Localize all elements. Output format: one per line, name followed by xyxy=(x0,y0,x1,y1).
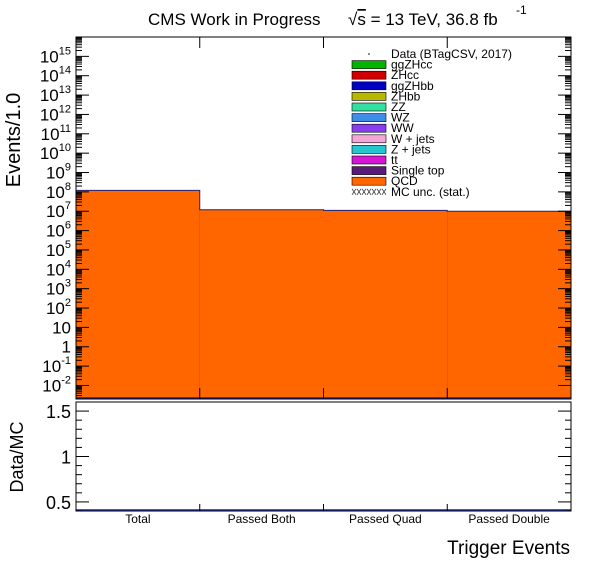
legend-swatch xyxy=(351,123,387,133)
legend-label: ggZHcc xyxy=(391,58,432,72)
legend-label: ZHbb xyxy=(391,89,421,103)
y-tick-label: 1013 xyxy=(40,84,71,105)
hatch-line xyxy=(361,188,367,196)
y-tick-label: 10-2 xyxy=(42,374,71,395)
hatch-line xyxy=(366,188,372,196)
ratio-y-axis-title: Data/MC xyxy=(7,421,27,492)
legend-swatch xyxy=(351,92,387,101)
legend: Data (BTagCSV, 2017)ggZHccZHccggZHbbZHbb… xyxy=(351,47,512,199)
experiment-label: CMS Work in Progress xyxy=(148,10,321,29)
legend-label: MC unc. (stat.) xyxy=(391,185,470,199)
legend-swatch xyxy=(351,134,387,144)
legend-swatch xyxy=(351,113,387,122)
y-axis-title: Events/1.0 xyxy=(3,93,25,188)
x-category-label: Total xyxy=(125,512,150,526)
legend-swatch xyxy=(351,70,387,80)
energy-label: √s = 13 TeV, 36.8 fb xyxy=(348,10,498,29)
main-panel: 10-210-111010210310410510610710810910101… xyxy=(40,36,572,400)
ratio-tick-label: 1.5 xyxy=(46,402,71,422)
legend-label: ZZ xyxy=(391,100,406,114)
y-tick-label: 107 xyxy=(46,200,71,221)
legend-uncertainty-swatch xyxy=(351,188,387,196)
y-tick-label: 102 xyxy=(46,297,71,318)
y-tick-label: 103 xyxy=(46,278,71,299)
y-tick-label: 105 xyxy=(46,239,71,260)
legend-label: Data (BTagCSV, 2017) xyxy=(391,47,512,61)
legend-label: tt xyxy=(391,153,398,167)
legend-label: WW xyxy=(391,121,414,135)
x-category-label: Passed Double xyxy=(468,512,550,526)
y-tick-label: 108 xyxy=(46,181,71,202)
hatch-line xyxy=(371,188,377,196)
y-tick-label: 1011 xyxy=(41,123,71,144)
ratio-panel: 0.5 1 1.5 Total Passed Both Passed Quad Passed… xyxy=(46,401,572,526)
legend-data-marker xyxy=(368,53,370,55)
hatch-line xyxy=(351,188,357,196)
y-tick-label: 1012 xyxy=(40,103,71,124)
ratio-tick-label: 1 xyxy=(61,448,71,468)
bar-qcd-3 xyxy=(447,211,571,399)
bar-qcd-2 xyxy=(323,210,448,399)
legend-label: QCD xyxy=(391,174,418,188)
legend-swatch xyxy=(351,166,387,175)
mc-total-outline xyxy=(76,189,571,212)
legend-swatch xyxy=(351,102,387,112)
y-tick-label: 10 xyxy=(52,318,71,337)
y-tick-label: 1015 xyxy=(40,45,71,66)
legend-label: ZHcc xyxy=(391,68,419,82)
y-tick-label: 1010 xyxy=(40,142,71,163)
energy-sqrt-symbol: √ xyxy=(348,10,358,29)
energy-prefix: s xyxy=(357,10,366,29)
y-tick-label: 104 xyxy=(46,258,71,279)
legend-label: Single top xyxy=(391,164,445,178)
ratio-tick-label: 0.5 xyxy=(46,493,71,513)
energy-superscript: -1 xyxy=(516,3,527,17)
bar-qcd-1 xyxy=(199,209,324,399)
legend-swatch xyxy=(351,145,387,154)
legend-swatch xyxy=(351,176,387,186)
legend-swatch xyxy=(351,155,387,165)
y-tick-label: 1014 xyxy=(40,65,71,86)
legend-swatch xyxy=(351,81,387,91)
legend-label: Z + jets xyxy=(391,142,431,156)
legend-label: W + jets xyxy=(391,132,435,146)
x-category-label: Passed Both xyxy=(228,512,296,526)
hatch-line xyxy=(356,188,362,196)
x-axis-title: Trigger Events xyxy=(447,538,570,559)
hatch-line xyxy=(381,188,387,196)
energy-text: = 13 TeV, 36.8 fb xyxy=(366,10,498,29)
bar-qcd-0 xyxy=(76,190,200,399)
hatch-line xyxy=(376,188,382,196)
y-tick-label: 1 xyxy=(62,338,71,357)
x-category-label: Passed Quad xyxy=(349,512,422,526)
legend-label: WZ xyxy=(391,111,410,125)
legend-swatch xyxy=(351,60,387,69)
y-tick-label: 106 xyxy=(46,220,71,241)
legend-label: ggZHbb xyxy=(391,79,434,93)
y-tick-label: 10-1 xyxy=(42,355,71,376)
ratio-frame xyxy=(75,401,572,512)
y-tick-label: 109 xyxy=(46,162,71,183)
